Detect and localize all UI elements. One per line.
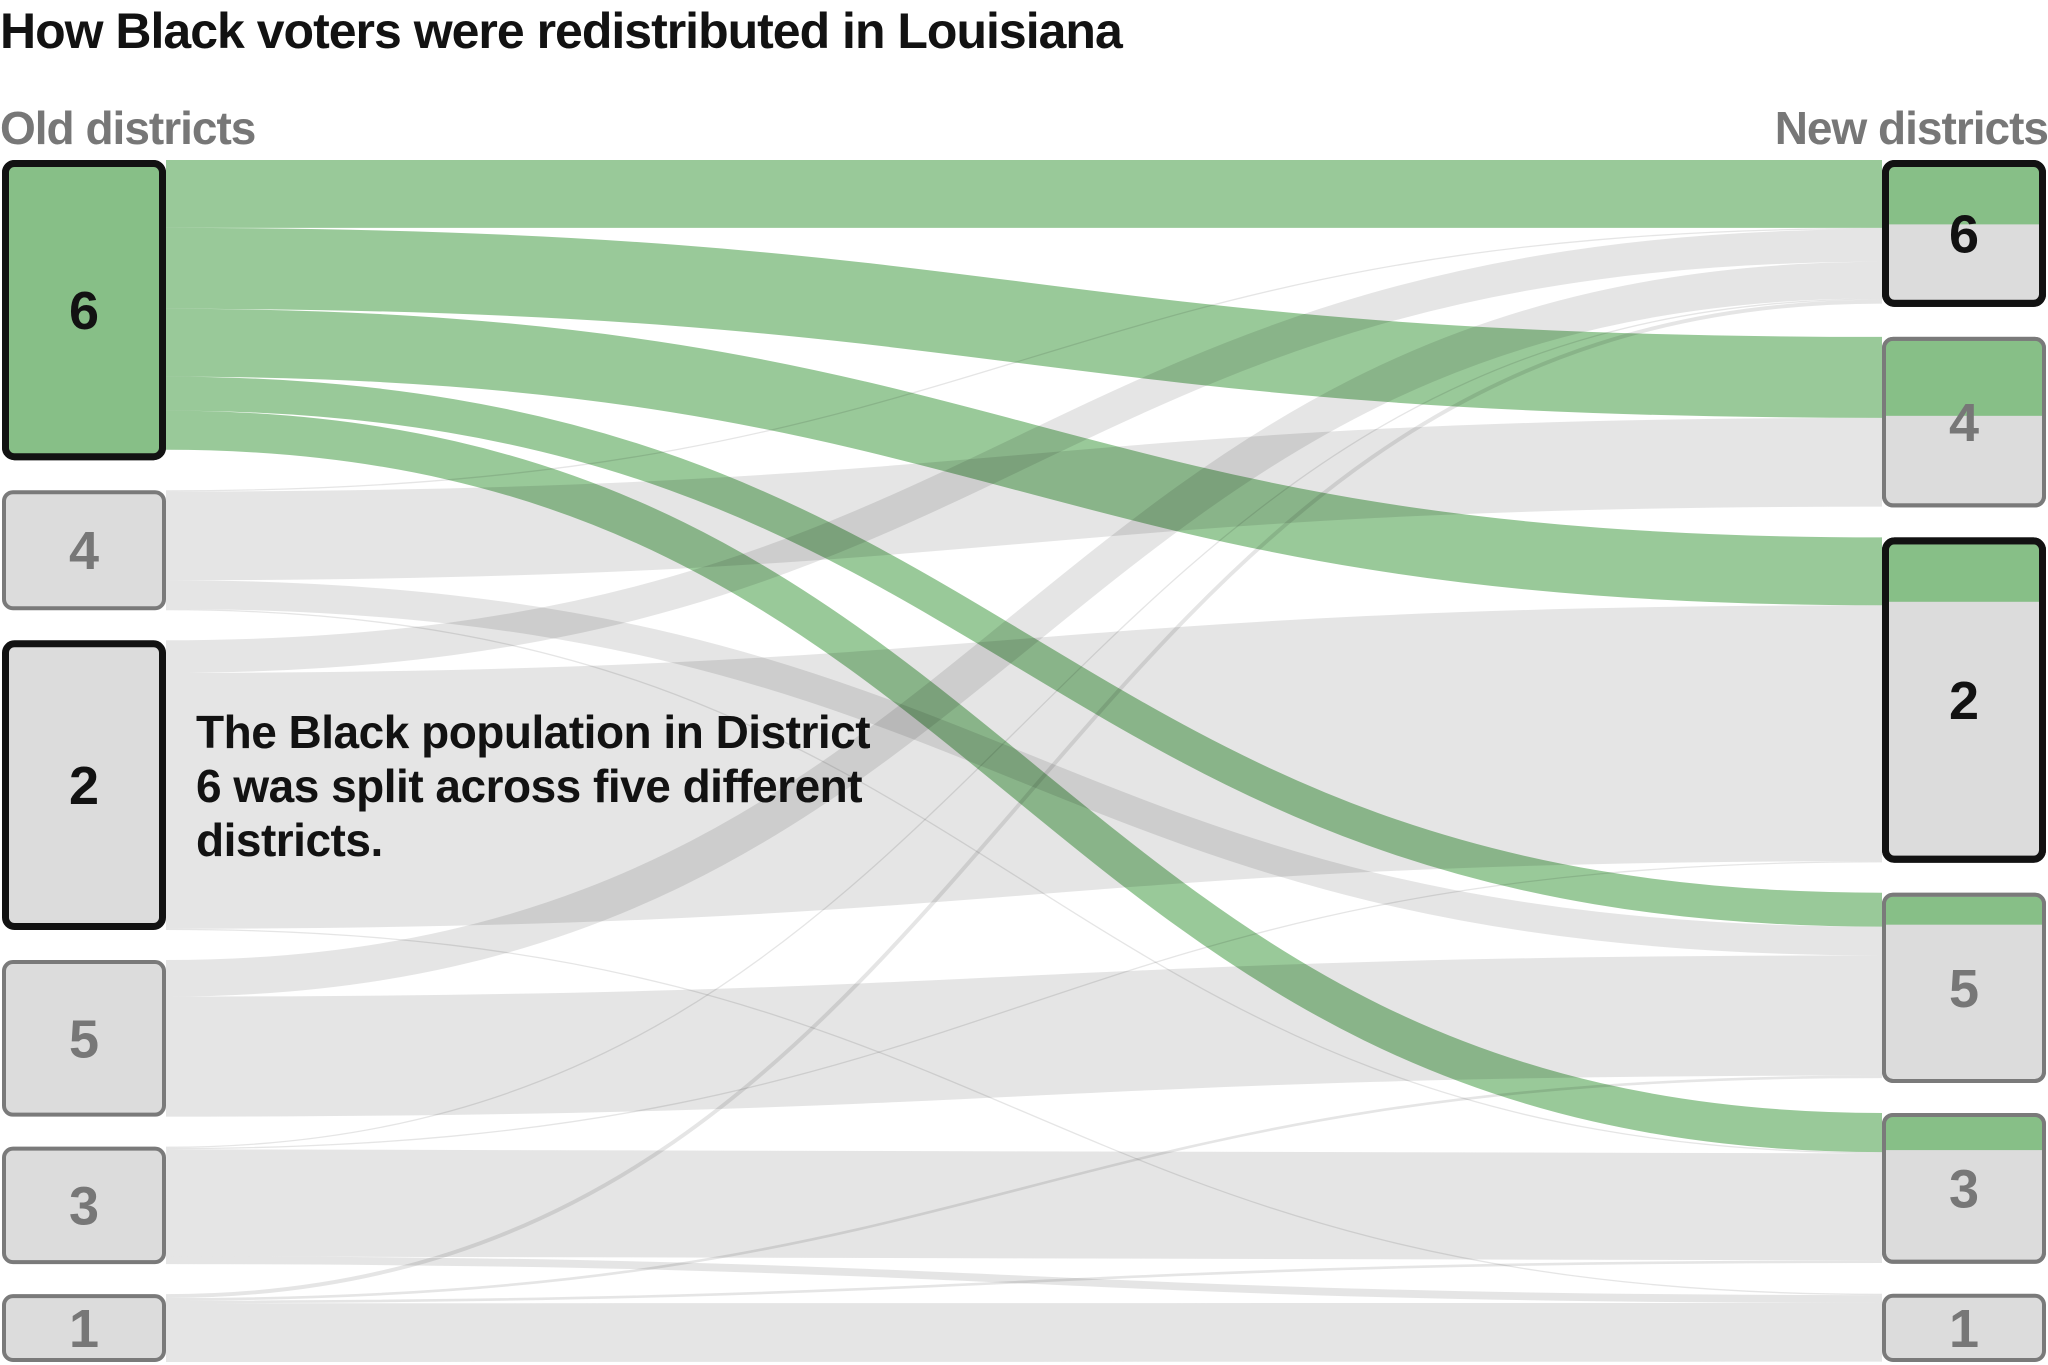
old-district-5-node: 5 [2, 960, 166, 1117]
flow-6-to-5 [165, 376, 1883, 927]
flow-5-to-6 [165, 261, 1883, 997]
flow-4-to-4 [165, 417, 1883, 581]
new-district-6-node: 6 [1882, 160, 2046, 307]
new-district-1-box [1882, 1293, 2046, 1362]
new-district-3-node: 3 [1882, 1112, 2046, 1264]
new-district-4-share-fill [1886, 340, 2042, 416]
flows-layer [165, 159, 1883, 1362]
old-district-2-box [2, 640, 166, 931]
new-district-6-share-fill [1889, 167, 2039, 225]
old-district-3-node: 3 [2, 1146, 166, 1265]
new-district-6-border [1882, 160, 2046, 307]
new-district-2-share-fill [1889, 544, 2039, 602]
old-district-4-box [2, 490, 166, 611]
old-district-6-label: 6 [69, 281, 99, 341]
new-district-4-label: 4 [1949, 393, 1979, 453]
new-district-6-label: 6 [1949, 204, 1979, 264]
new-districts-label: New districts [1774, 102, 2048, 154]
old-district-4-label: 4 [69, 521, 99, 581]
flow-6-to-4 [165, 227, 1883, 418]
new-district-3-share-fill [1886, 1116, 2042, 1151]
new-district-4-node: 4 [1882, 336, 2046, 508]
flow-3-to-1 [165, 1256, 1883, 1303]
old-district-1-label: 1 [69, 1299, 99, 1359]
old-district-5-label: 5 [69, 1009, 99, 1069]
old-district-1-node: 1 [2, 1294, 166, 1362]
new-district-2-border [1882, 537, 2046, 863]
chart-title: How Black voters were redistributed in L… [0, 3, 1123, 59]
old-districts-label: Old districts [0, 102, 256, 154]
flow-6-to-3 [165, 410, 1883, 1153]
new-district-2-label: 2 [1949, 671, 1979, 731]
old-district-2-label: 2 [69, 756, 99, 816]
old-district-6-share-fill [9, 167, 159, 457]
old-district-1-box [2, 1294, 166, 1362]
new-district-2-node: 2 [1882, 537, 2046, 863]
new-district-1-label: 1 [1949, 1299, 1979, 1359]
flow-5-to-5 [165, 955, 1883, 1117]
new-district-3-label: 3 [1949, 1159, 1979, 1219]
flow-1-to-3 [165, 1260, 1883, 1304]
old-district-2-node: 2 [2, 640, 166, 931]
new-district-3-border [1882, 1112, 2046, 1264]
old-district-3-box [2, 1146, 166, 1265]
new-district-4-border [1882, 336, 2046, 508]
flow-3-to-3 [165, 1149, 1883, 1261]
old-district-4-node: 4 [2, 490, 166, 611]
flow-6-to-2 [165, 308, 1883, 606]
old-district-5-box [2, 960, 166, 1117]
annotation-text: The Black population in District 6 was s… [196, 706, 871, 866]
new-district-5-border [1882, 892, 2046, 1083]
nodes-layer: 6 4 2 5 3 1 6 4 2 5 3 1 [2, 160, 2046, 1362]
new-district-5-share-fill [1886, 896, 2042, 925]
new-district-1-node: 1 [1882, 1293, 2046, 1362]
old-district-3-label: 3 [69, 1176, 99, 1236]
old-district-6-node: 6 [2, 160, 166, 461]
old-district-6-border [2, 160, 166, 461]
new-district-5-node: 5 [1882, 892, 2046, 1083]
new-district-5-label: 5 [1949, 959, 1979, 1019]
